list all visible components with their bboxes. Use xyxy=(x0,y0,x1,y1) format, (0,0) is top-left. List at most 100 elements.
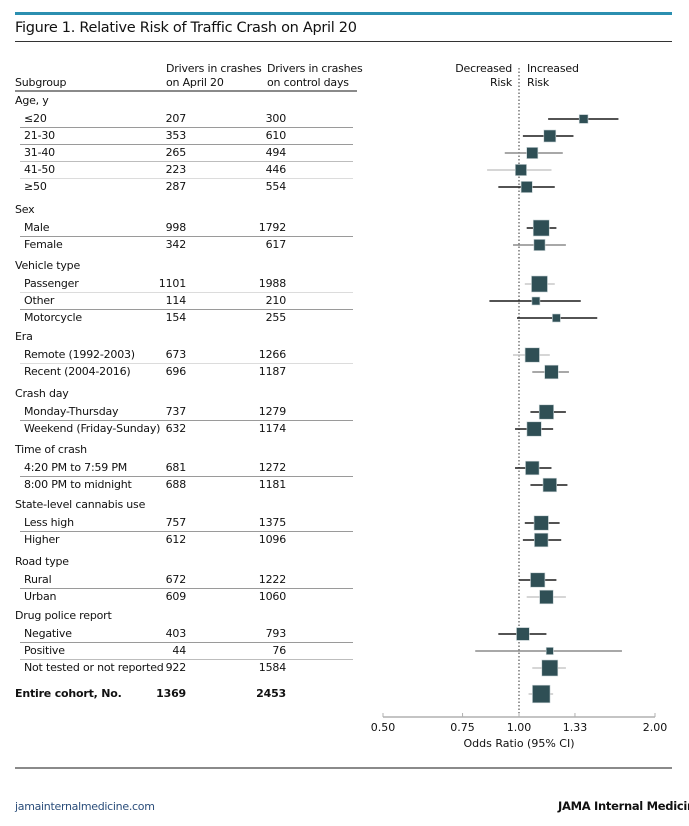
point-estimate-marker xyxy=(533,515,549,531)
point-estimate-marker xyxy=(542,477,557,493)
row-label: Female xyxy=(24,238,63,251)
count-control: 793 xyxy=(265,627,287,640)
header-subgroup: Subgroup xyxy=(15,76,67,89)
header-april20-line2: on April 20 xyxy=(166,76,224,89)
point-estimate-marker xyxy=(545,647,554,655)
row-label: Positive xyxy=(24,644,65,657)
row-label: Less high xyxy=(24,516,74,529)
row-separator xyxy=(20,642,353,643)
footer-divider xyxy=(15,767,672,769)
x-tick-label: 2.00 xyxy=(643,721,668,734)
decreased-risk-line1: Decreased xyxy=(455,62,512,75)
count-control: 210 xyxy=(265,294,287,307)
row-label: Negative xyxy=(24,627,72,640)
count-april20: 114 xyxy=(165,294,187,307)
overall-label: Entire cohort, No. xyxy=(15,687,122,700)
count-control: 1584 xyxy=(258,661,286,674)
group-heading: Drug police report xyxy=(15,609,112,622)
row-separator xyxy=(20,309,353,310)
count-april20: 673 xyxy=(165,348,187,361)
count-april20: 681 xyxy=(165,461,187,474)
figure-title: Figure 1. Relative Risk of Traffic Crash… xyxy=(15,20,357,36)
point-estimate-marker xyxy=(515,164,527,176)
point-estimate-marker xyxy=(543,129,557,143)
row-label: Male xyxy=(24,221,50,234)
count-april20: 609 xyxy=(165,590,187,603)
count-control: 446 xyxy=(265,163,287,176)
footer-journal-name: JAMA Internal Medicin xyxy=(558,799,689,813)
point-estimate-marker xyxy=(526,421,542,437)
point-estimate-marker xyxy=(530,572,546,588)
increased-risk-line1: Increased xyxy=(527,62,579,75)
count-control: 494 xyxy=(265,146,287,159)
header-divider xyxy=(15,90,357,92)
row-label: Remote (1992-2003) xyxy=(24,348,135,361)
row-label: 41-50 xyxy=(24,163,55,176)
overall-count-april20: 1369 xyxy=(156,687,186,700)
header-control-line1: Drivers in crashes xyxy=(267,62,363,75)
count-april20: 44 xyxy=(172,644,186,657)
increased-risk-label: Increased Risk xyxy=(527,62,579,90)
row-label: Weekend (Friday-Sunday) xyxy=(24,422,161,435)
count-april20: 287 xyxy=(165,180,187,193)
group-heading: Era xyxy=(15,330,33,343)
footer-website-link[interactable]: jamainternalmedicine.com xyxy=(15,800,155,813)
x-tick-label: 0.75 xyxy=(450,721,475,734)
point-estimate-marker xyxy=(541,659,559,677)
count-april20: 403 xyxy=(165,627,187,640)
x-tick-label: 1.33 xyxy=(563,721,588,734)
point-estimate-marker xyxy=(531,275,548,293)
count-april20: 998 xyxy=(165,221,187,234)
header-april20-line1: Drivers in crashes xyxy=(166,62,262,75)
point-estimate-marker xyxy=(531,296,541,306)
count-control: 300 xyxy=(265,112,287,125)
row-separator xyxy=(20,236,353,237)
count-april20: 922 xyxy=(165,661,187,674)
count-april20: 353 xyxy=(165,129,187,142)
count-control: 255 xyxy=(265,311,287,324)
point-estimate-marker xyxy=(538,404,554,420)
row-separator xyxy=(20,363,353,364)
count-control: 76 xyxy=(272,644,286,657)
x-tick-label: 1.00 xyxy=(507,721,532,734)
count-control: 1988 xyxy=(258,277,286,290)
row-label: Higher xyxy=(24,533,60,546)
count-april20: 223 xyxy=(165,163,187,176)
count-april20: 1101 xyxy=(158,277,186,290)
point-estimate-marker xyxy=(534,532,549,548)
row-label: 21-30 xyxy=(24,129,55,142)
group-heading: Age, y xyxy=(15,94,49,107)
count-control: 1792 xyxy=(258,221,286,234)
row-label: Urban xyxy=(24,590,57,603)
count-control: 1096 xyxy=(258,533,286,546)
row-label: Motorcycle xyxy=(24,311,82,324)
row-separator xyxy=(20,659,353,660)
count-april20: 688 xyxy=(165,478,187,491)
point-estimate-marker xyxy=(520,181,533,193)
count-control: 1222 xyxy=(258,573,286,586)
title-divider xyxy=(15,41,672,42)
count-control: 617 xyxy=(265,238,287,251)
count-april20: 737 xyxy=(165,405,187,418)
count-control: 1060 xyxy=(258,590,286,603)
header-control: Drivers in crashes on control days xyxy=(267,62,363,90)
count-april20: 265 xyxy=(165,146,187,159)
group-heading: Sex xyxy=(15,203,35,216)
count-control: 1279 xyxy=(258,405,286,418)
row-label: 31-40 xyxy=(24,146,55,159)
count-april20: 342 xyxy=(165,238,187,251)
row-separator xyxy=(20,161,353,162)
group-heading: Road type xyxy=(15,555,69,568)
point-estimate-marker xyxy=(539,589,554,605)
point-estimate-marker xyxy=(552,313,561,323)
row-separator xyxy=(20,127,353,128)
row-label: Rural xyxy=(24,573,52,586)
point-estimate-marker xyxy=(533,239,546,251)
group-heading: Crash day xyxy=(15,387,69,400)
count-control: 1181 xyxy=(258,478,286,491)
row-separator xyxy=(20,531,353,532)
row-separator xyxy=(20,420,353,421)
group-heading: Vehicle type xyxy=(15,259,81,272)
top-accent-rule xyxy=(15,12,672,15)
